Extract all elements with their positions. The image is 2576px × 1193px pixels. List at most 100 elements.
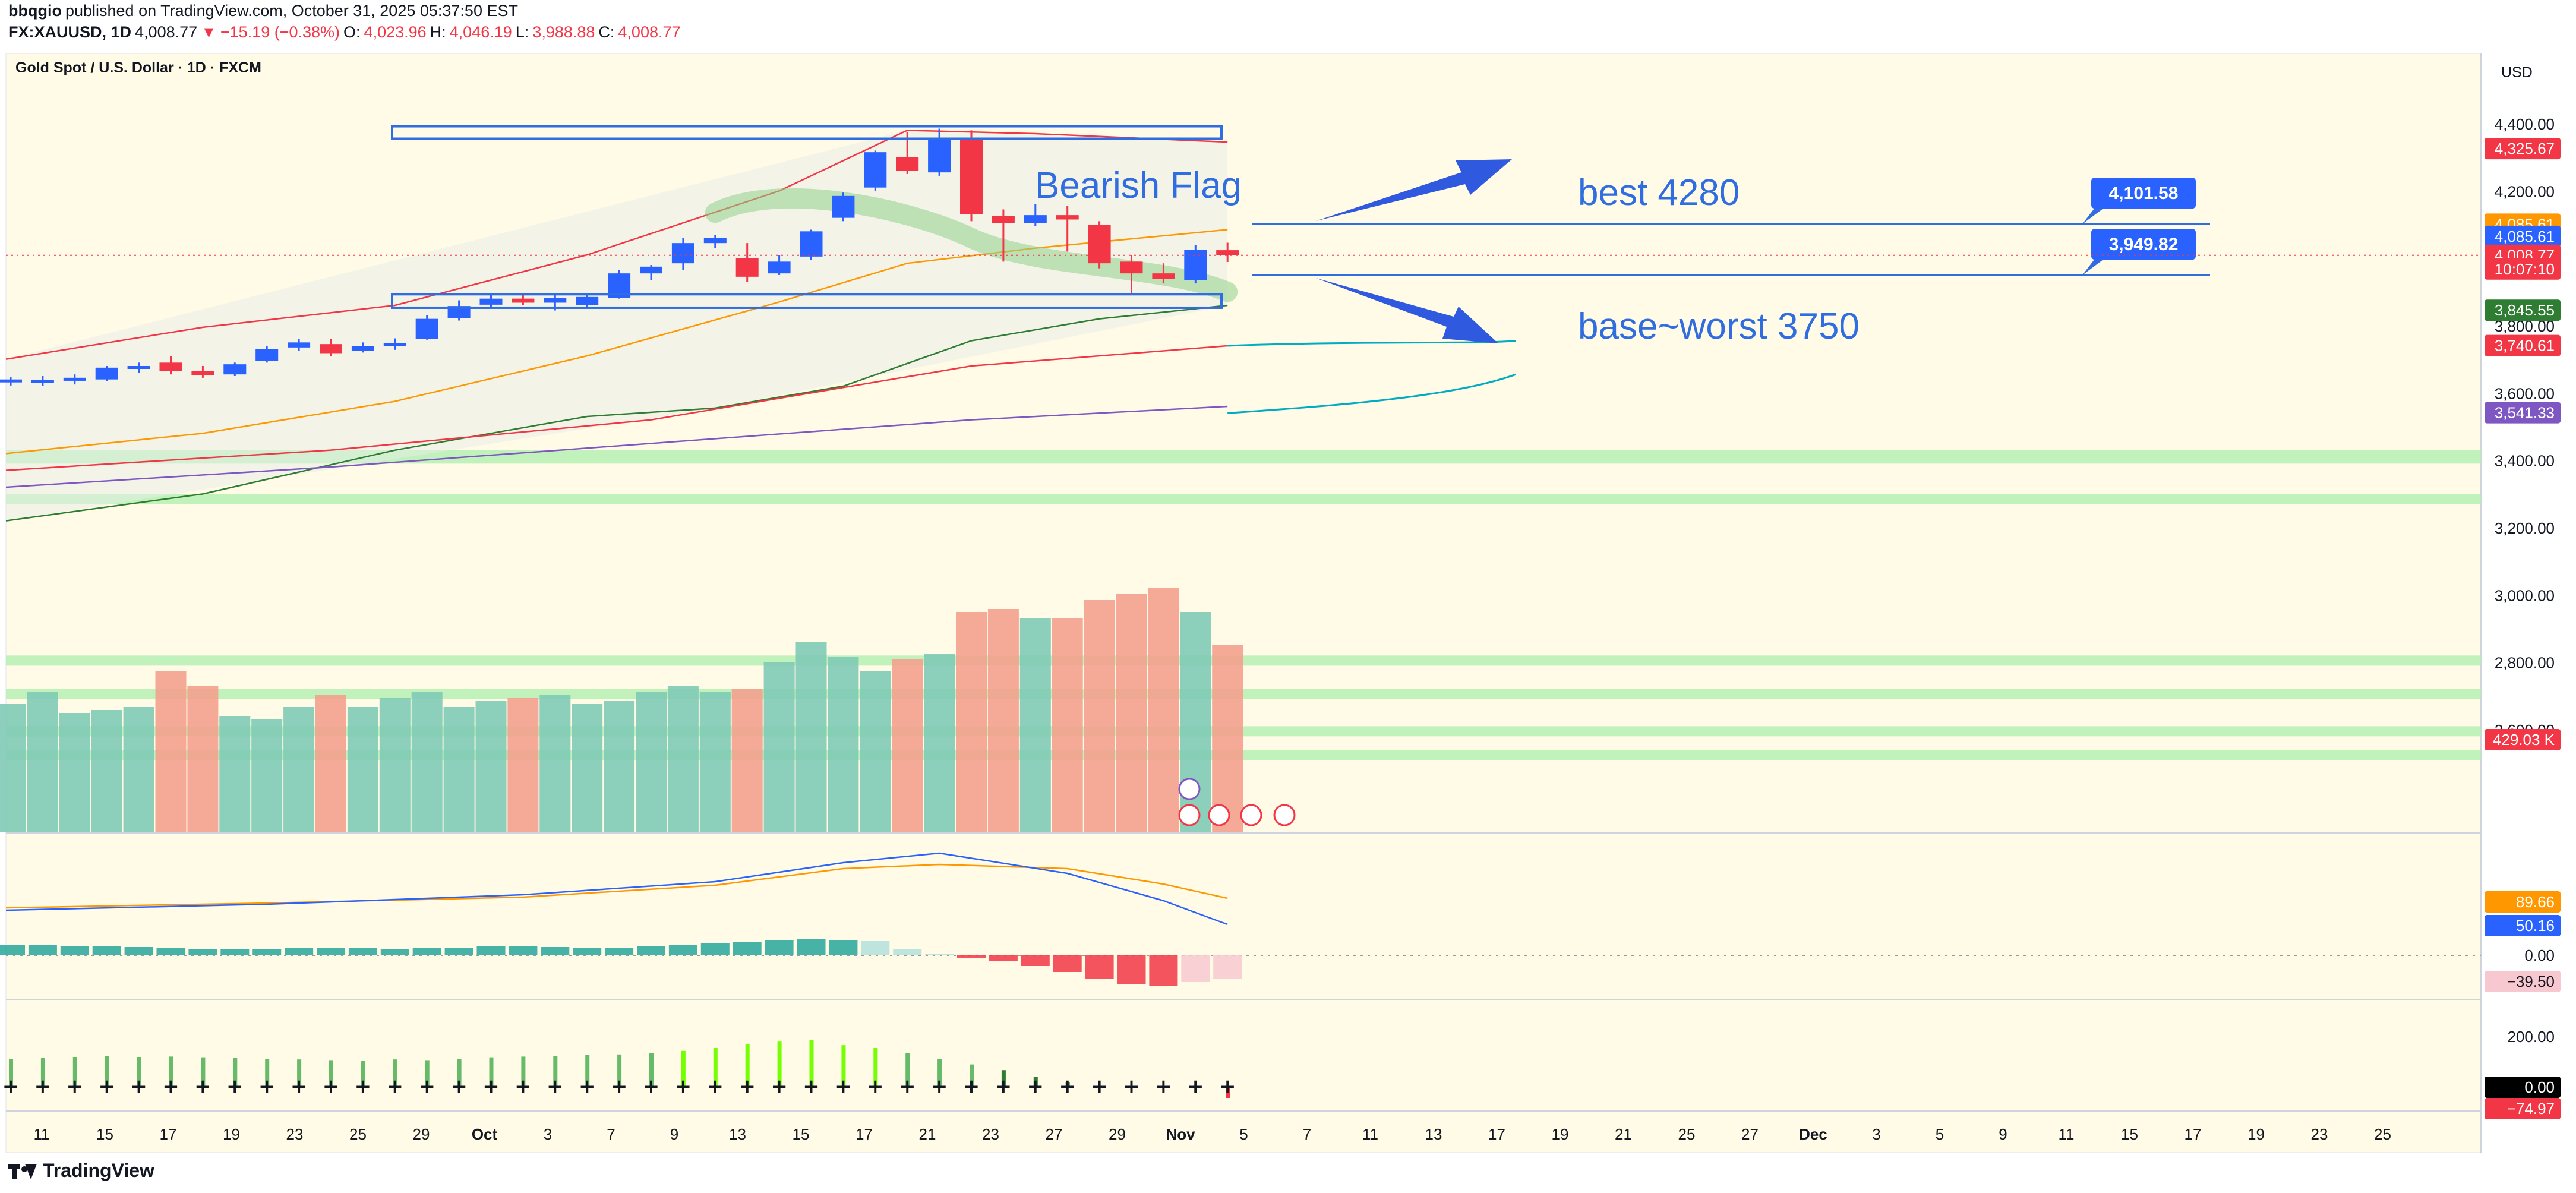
date-tick-label: 17 (1488, 1125, 1505, 1143)
macd-hist-bar (957, 955, 986, 958)
volume-bar (1148, 588, 1179, 832)
osc-bar (1226, 1087, 1230, 1098)
volume-bar (860, 671, 891, 832)
symbol[interactable]: FX:XAUUSD, 1D (8, 23, 132, 41)
open-value: 4,023.96 (364, 23, 427, 41)
callout-pointer (2082, 260, 2103, 276)
price-tag-label: 3,845.55 (2495, 301, 2555, 319)
macd-hist-bar (92, 946, 121, 955)
event-flag-icon (1240, 804, 1262, 826)
currency-label[interactable]: USD (2501, 64, 2533, 81)
volume-bar (283, 707, 315, 832)
change-arrow: ▼ (201, 23, 217, 41)
ema_slow-line (5, 304, 1228, 522)
red_lower-line (5, 345, 1228, 471)
osc-cross-marker: + (1027, 1075, 1044, 1099)
macd-hist-bar (317, 948, 345, 955)
price-tag-label: 10:07:10 (2495, 260, 2555, 278)
osc-bar (521, 1056, 526, 1087)
date-tick-label: 11 (1362, 1125, 1378, 1143)
price-tag-label: 4,325.67 (2495, 140, 2555, 157)
macd-hist-bar (444, 948, 473, 955)
price-tag-label: 3,541.33 (2495, 404, 2555, 422)
date-tick-label: 13 (1425, 1125, 1442, 1143)
macd-hist-bar (1053, 955, 1082, 972)
close-label: C: (598, 23, 615, 41)
candle-body (703, 238, 727, 244)
volume-bar (987, 609, 1019, 832)
osc-bar (9, 1059, 13, 1087)
osc-tag (2485, 1077, 2561, 1098)
osc-tag-label: 0.00 (2524, 1078, 2555, 1096)
candle-body (351, 346, 374, 351)
candle-body (576, 296, 599, 305)
osc-bar (649, 1053, 654, 1087)
ohlc-line: FX:XAUUSD, 1D 4,008.77 ▼ −15.19 (−0.38%)… (8, 21, 681, 43)
date-tick-label: Nov (1166, 1125, 1195, 1143)
callout-badge (2091, 229, 2196, 260)
macd-hist-bar (861, 941, 890, 955)
volume-bar (443, 707, 475, 832)
cyan-projection-lower (1227, 373, 1516, 414)
candle-body (95, 367, 118, 380)
candle-body (640, 266, 662, 274)
volume-bar (187, 686, 219, 832)
candle-body (288, 342, 311, 348)
osc-cross-marker: + (995, 1075, 1012, 1099)
candle-body (671, 243, 694, 264)
down-arrow-icon (1316, 278, 1498, 343)
osc-cross-marker: + (835, 1075, 852, 1099)
date-tick-label: 25 (1678, 1125, 1696, 1143)
candle-body (992, 216, 1015, 223)
macd-hist-bar (476, 946, 506, 955)
osc-cross-marker: + (67, 1075, 84, 1099)
date-tick-label: 23 (286, 1125, 304, 1143)
osc-cross-marker: + (867, 1075, 884, 1099)
volume-bar (475, 701, 507, 832)
candle-body (896, 157, 919, 171)
price-tag-label: 3,740.61 (2495, 337, 2555, 355)
price-tag (2485, 258, 2561, 280)
osc-bar (201, 1057, 206, 1087)
macd-tag (2485, 891, 2561, 913)
volume-bar (155, 671, 187, 832)
callout-badge (2091, 178, 2196, 209)
ema_fast-line (5, 130, 1228, 360)
volume-bar (27, 692, 58, 832)
date-tick-label: 15 (793, 1125, 810, 1143)
author[interactable]: bbqgio (8, 1, 62, 20)
macd-hist-bar (124, 947, 153, 955)
osc-cross-marker: + (1187, 1075, 1204, 1099)
date-tick-label: 19 (223, 1125, 240, 1143)
date-tick-label: 7 (1303, 1125, 1311, 1143)
up-arrow-icon (1316, 159, 1512, 221)
osc-cross-marker: + (643, 1075, 660, 1099)
close-value: 4,008.77 (618, 23, 681, 41)
osc-cross-marker: + (2, 1075, 20, 1099)
price-tag (2485, 334, 2561, 356)
candle-body (512, 298, 535, 303)
macd-hist-bar (220, 949, 250, 955)
macd-hist-bar (605, 948, 634, 955)
callout-value: 4,101.58 (2109, 184, 2179, 203)
publish-info: bbqgio published on TradingView.com, Oct… (8, 0, 518, 21)
osc-bar (937, 1059, 942, 1087)
volume-bar (956, 612, 987, 832)
macd-hist-bar (765, 940, 794, 955)
support-zone (6, 494, 2481, 504)
price-tick-label: 2,800.00 (2495, 654, 2555, 672)
macd-hist-bar (668, 945, 697, 955)
osc-cross-marker: + (547, 1075, 564, 1099)
candle-body (1024, 215, 1047, 223)
volume-bar (347, 707, 378, 832)
macd-hist-bar (797, 939, 826, 955)
volume-bar (219, 716, 251, 832)
osc-bar (72, 1057, 77, 1087)
candle-body (255, 349, 279, 361)
flag-bottom-rect (391, 293, 1223, 309)
flag-highlight (705, 188, 1238, 302)
volume-bar (636, 692, 667, 832)
osc-bar (713, 1048, 718, 1087)
osc-bar (809, 1040, 814, 1087)
